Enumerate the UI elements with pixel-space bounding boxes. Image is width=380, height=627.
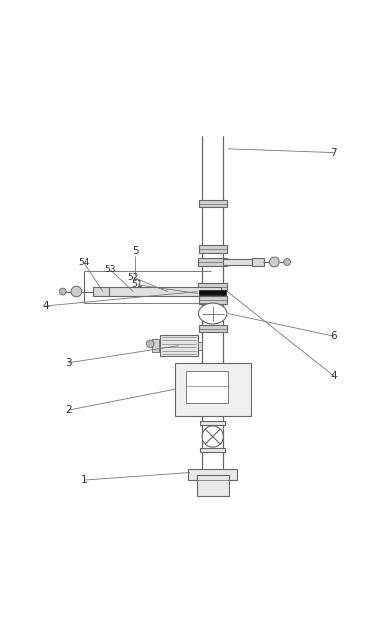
Circle shape [202,426,223,447]
Text: 3: 3 [65,358,72,367]
Bar [188,469,238,480]
Bar [200,290,226,295]
Bar [198,325,227,332]
Text: 51: 51 [131,280,143,289]
Bar [196,475,229,496]
Text: 54: 54 [78,258,90,267]
Circle shape [284,258,291,265]
Bar [93,287,109,297]
Text: 52: 52 [128,273,139,282]
Bar [160,335,198,356]
Ellipse shape [198,303,227,324]
Text: 7: 7 [331,147,337,157]
Bar [198,258,228,266]
Bar [200,448,225,453]
Bar [252,258,264,266]
Circle shape [269,257,279,267]
Bar [198,342,202,350]
Bar [198,297,227,304]
Text: 4: 4 [331,371,337,381]
Circle shape [71,287,82,297]
Circle shape [146,340,154,347]
Text: 6: 6 [331,331,337,341]
Bar [152,339,158,352]
Bar [198,200,227,208]
Text: 53: 53 [105,265,116,275]
Text: 4: 4 [43,301,49,311]
Bar [175,362,250,416]
Bar [198,283,228,291]
Bar [198,245,227,253]
Bar [107,287,221,296]
Text: 5: 5 [132,246,138,256]
Circle shape [59,288,66,295]
Text: 1: 1 [81,475,87,485]
Bar [186,371,228,403]
Bar [223,258,253,265]
Text: 2: 2 [65,405,72,415]
Bar [200,421,225,425]
